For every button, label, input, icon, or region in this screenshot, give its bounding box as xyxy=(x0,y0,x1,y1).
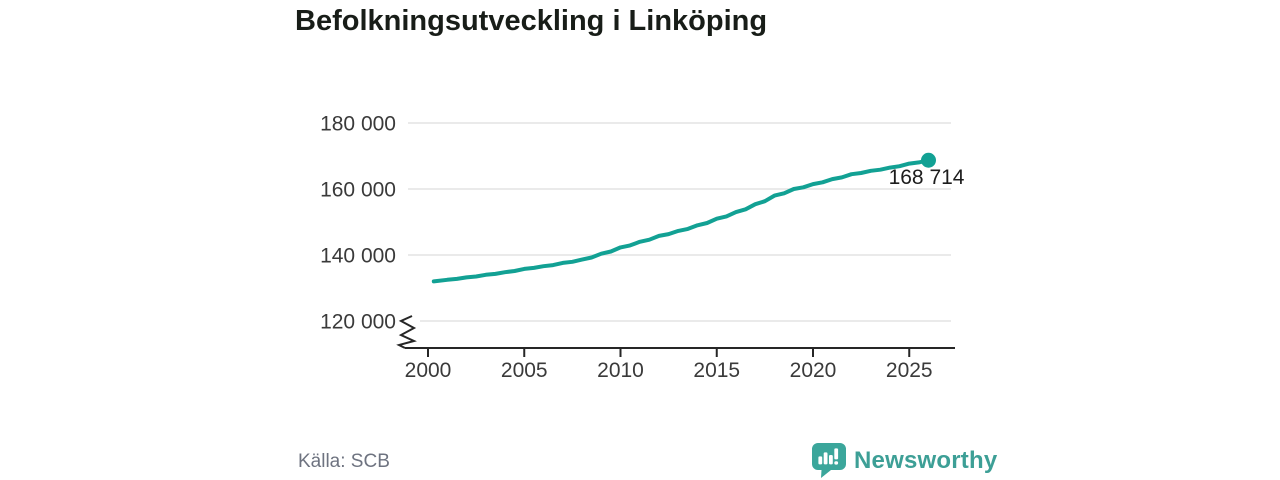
x-tick-label: 2025 xyxy=(886,359,933,382)
y-tick-label: 160 000 xyxy=(320,179,396,202)
y-tick-label: 120 000 xyxy=(320,311,396,334)
x-tick-label: 2010 xyxy=(597,359,644,382)
source-caption: Källa: SCB xyxy=(298,451,390,472)
y-tick-label: 180 000 xyxy=(320,113,396,136)
newsworthy-logo: Newsworthy xyxy=(812,443,997,478)
x-tick-label: 2015 xyxy=(693,359,740,382)
newsworthy-logo-text: Newsworthy xyxy=(854,446,998,474)
end-point-label: 168 714 xyxy=(889,166,965,189)
x-tick-label: 2000 xyxy=(405,359,452,382)
bar-chart-speech-bubble-icon xyxy=(812,443,846,478)
end-point-dot xyxy=(921,152,936,168)
population-line xyxy=(431,158,931,284)
x-tick-label: 2020 xyxy=(790,359,837,382)
page-title: Befolkningsutveckling i Linköping xyxy=(295,5,768,37)
axis-break-icon xyxy=(396,315,417,349)
y-tick-label: 140 000 xyxy=(320,245,396,268)
x-tick-label: 2005 xyxy=(501,359,548,382)
